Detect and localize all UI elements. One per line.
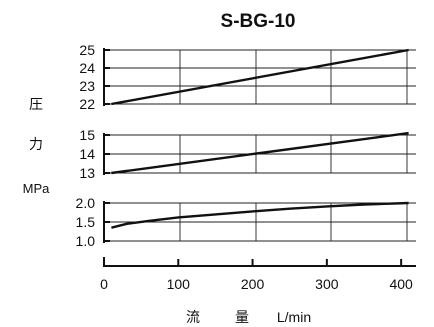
x-tick-label-5: 400 — [389, 276, 413, 292]
panel-1-ytick-label-1: 22 — [79, 96, 95, 112]
x-tick-label-4: 300 — [315, 276, 339, 292]
panel-2-ytick-label-1: 13 — [79, 165, 95, 181]
x-axis-unit: L/min — [277, 309, 311, 325]
y-axis-label-part-1: 圧 — [29, 97, 43, 113]
y-axis-unit: MPa — [23, 181, 51, 196]
panel-2-ytick-label-3: 15 — [79, 127, 95, 143]
panel-3-ytick-label-1: 1.0 — [76, 233, 96, 249]
x-axis-label-part-2: 量 — [235, 310, 249, 326]
panel-1-ytick-label-2: 23 — [79, 78, 95, 94]
panel-1-ytick-label-4: 25 — [79, 42, 95, 58]
panel-1-ytick-label-3: 24 — [79, 60, 95, 76]
panel-2-series-line-1 — [111, 131, 409, 175]
panel-2-ytick-label-2: 14 — [79, 146, 95, 162]
x-tick-label-2: 100 — [167, 276, 191, 292]
x-axis-label-part-1: 流 — [186, 310, 200, 326]
chart-title: S-BG-10 — [221, 11, 296, 32]
panel-3-series-line-1 — [111, 201, 409, 229]
y-axis-label-part-2: 力 — [29, 137, 43, 153]
panel-3-ytick-label-3: 2.0 — [76, 195, 96, 211]
x-tick-label-1: 0 — [100, 276, 108, 292]
plot-area: 22 23 24 25 13 14 15 1.0 1.5 2.0 0 100 200 300 400 — [76, 42, 416, 292]
panel-3-ytick-label-2: 1.5 — [76, 214, 96, 230]
x-tick-label-3: 200 — [241, 276, 265, 292]
panel-1-series-line-1 — [111, 48, 409, 106]
